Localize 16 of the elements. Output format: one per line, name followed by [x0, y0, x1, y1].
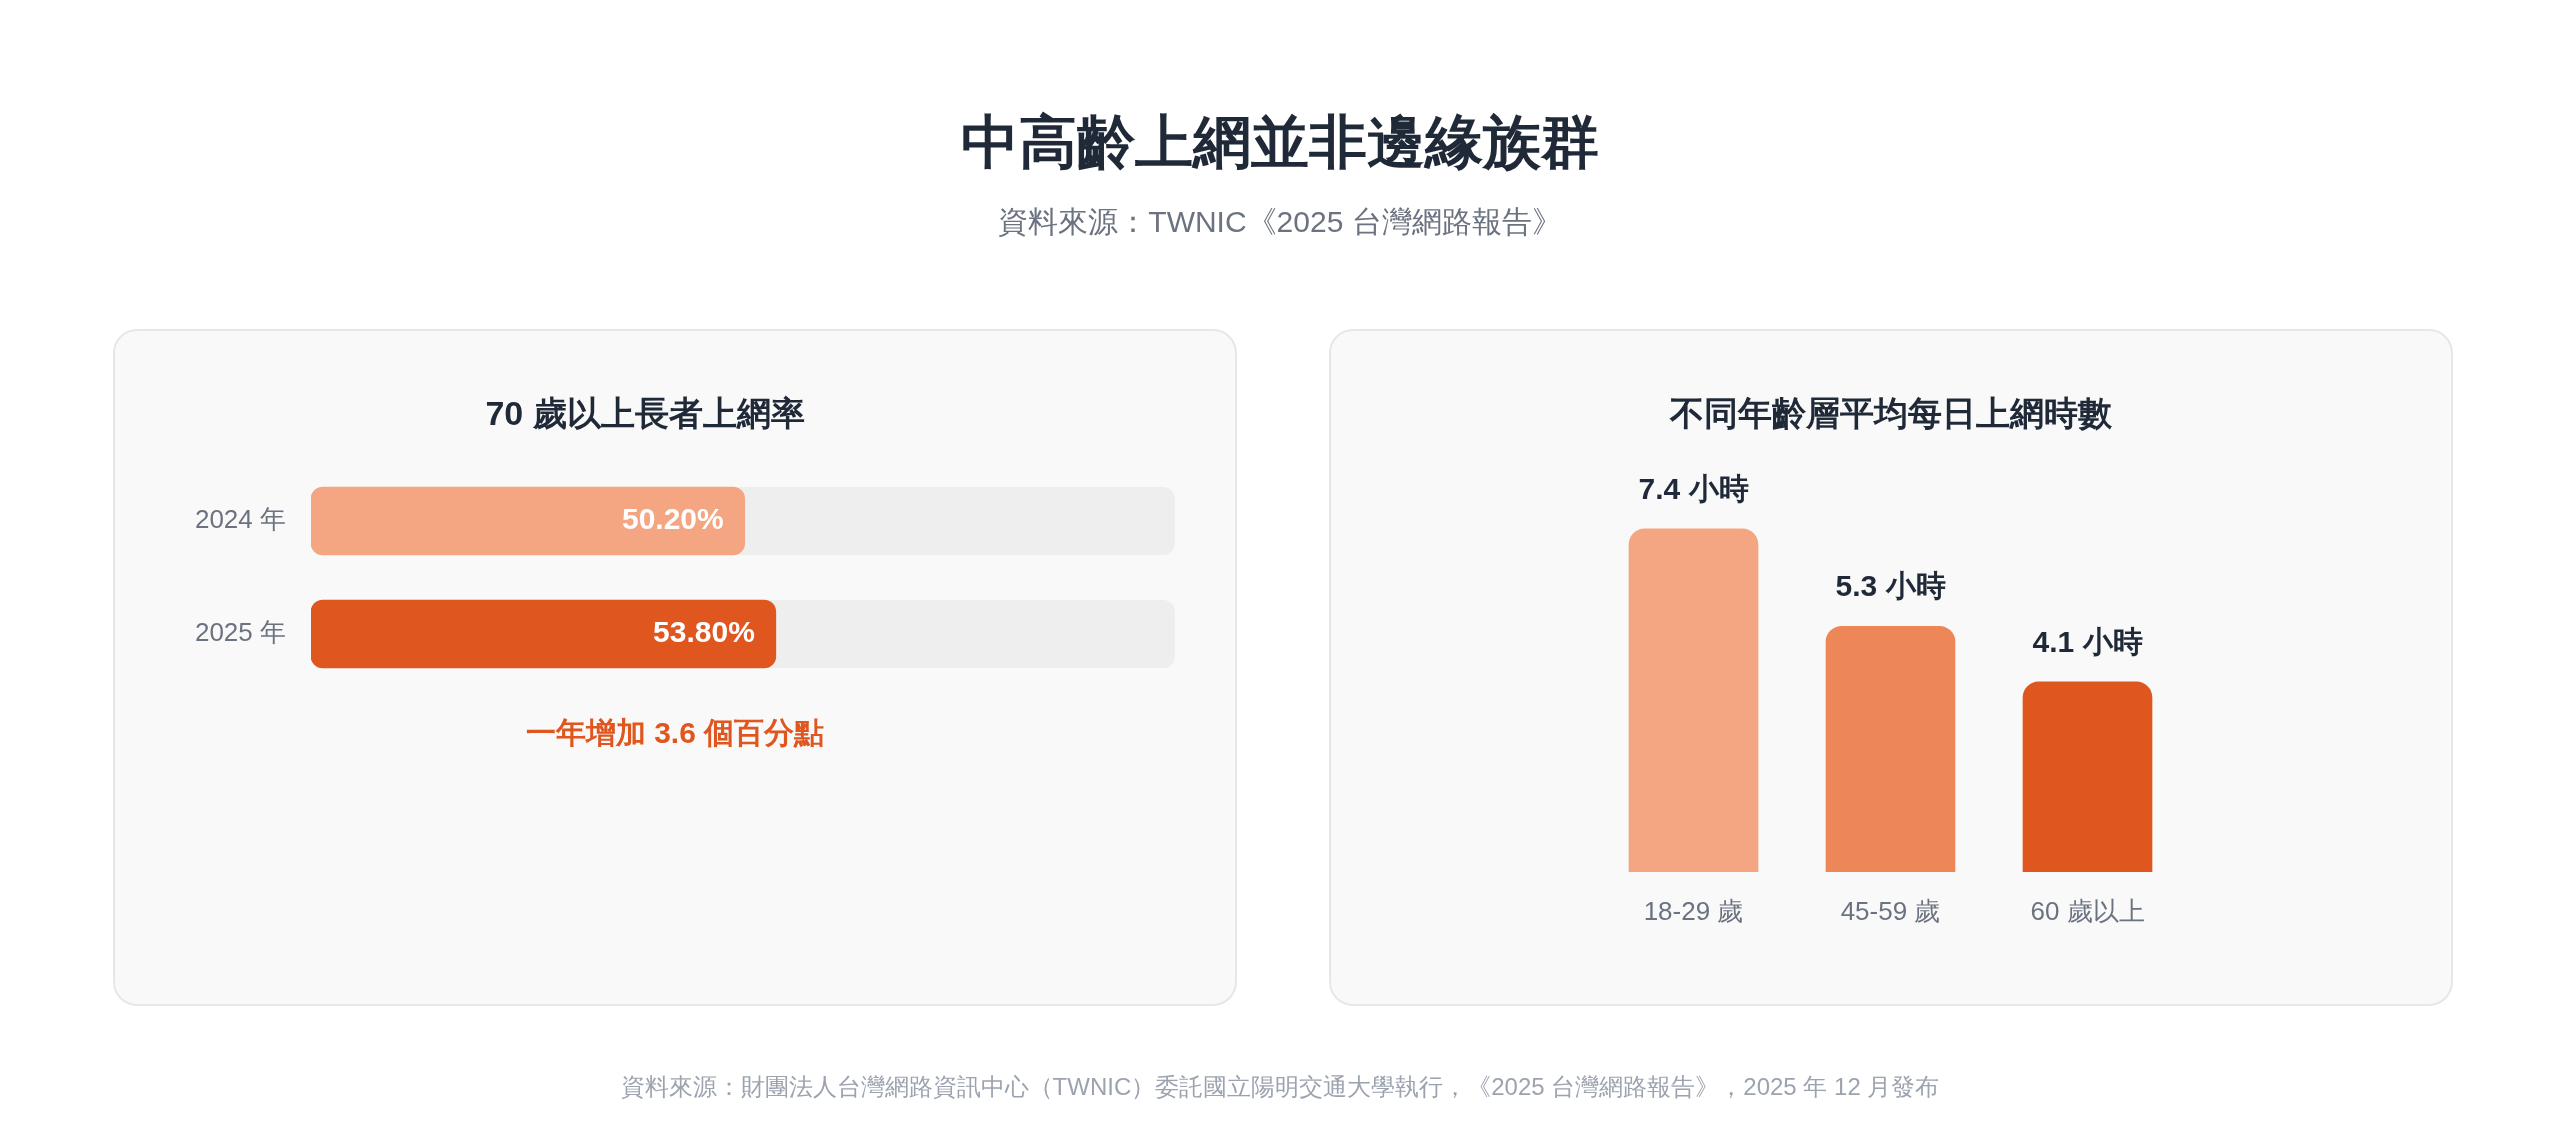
- data-label: 4.1 小時: [2032, 625, 2143, 659]
- y-tick-label: 2024 年: [194, 504, 286, 535]
- data-label: 53.80%: [653, 615, 755, 649]
- text: 中高齡上網並非邊緣族群: [961, 108, 1599, 176]
- chart-title: 不同年齡層平均每日上網時數: [1668, 394, 2113, 433]
- x-tick-label: 60 歲以上: [2030, 895, 2145, 926]
- chart-title: 70 歲以上長者上網率: [485, 394, 805, 433]
- y-tick-label: 2025 年: [194, 617, 286, 648]
- text: 資料來源：TWNIC《2025 台灣網路報告》: [998, 204, 1562, 240]
- x-tick-label: 45-59 歲: [1840, 895, 1941, 926]
- source-note: 資料來源：財團法人台灣網路資訊中心（TWNIC）委託國立陽明交通大學執行，《2025 台灣網路報告》，2025 年 12 月發布: [620, 1072, 1940, 1102]
- data-label: 7.4 小時: [1638, 472, 1749, 506]
- x-tick-label: 18-29 歲: [1643, 895, 1744, 926]
- data-label: 50.20%: [621, 502, 724, 536]
- text: 一年增加 3.6 個百分點: [525, 715, 825, 749]
- data-label: 5.3 小時: [1835, 569, 1946, 603]
